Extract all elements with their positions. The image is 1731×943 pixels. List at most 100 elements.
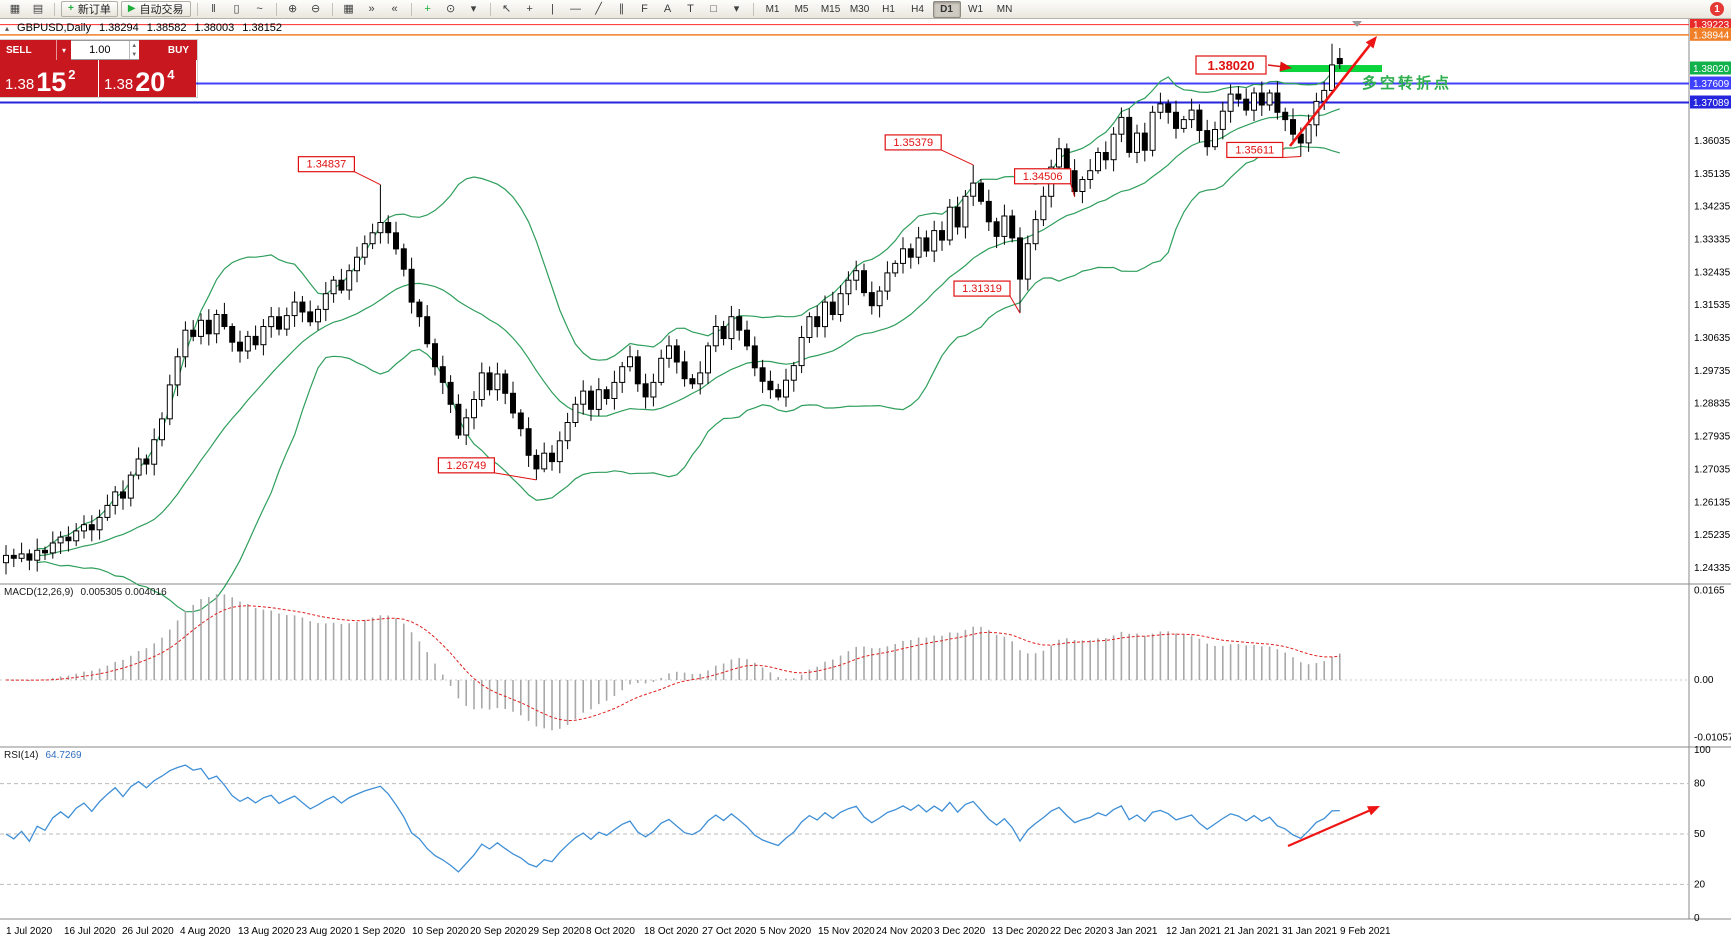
shapes-icon[interactable]: □ xyxy=(710,2,717,15)
toolbar-separator xyxy=(410,2,412,16)
symbol-name: GBPUSD,Daily xyxy=(17,22,91,34)
ohlc-open: 1.38294 xyxy=(98,22,139,34)
volume-up-icon[interactable]: ▲ xyxy=(131,42,138,49)
toolbar-separator xyxy=(752,2,754,16)
new-chart-icon[interactable]: ▦ xyxy=(9,2,21,15)
turning-point-note[interactable]: 多空转折点 xyxy=(1362,75,1453,92)
order-type-dropdown-icon[interactable]: ▾ xyxy=(56,40,71,60)
periods-icon[interactable]: ⊙ xyxy=(445,2,456,15)
price-annotation[interactable]: 1.35611 xyxy=(1226,141,1301,159)
arrows-dropdown-icon[interactable]: ▾ xyxy=(733,2,740,15)
zoom-in-icon[interactable]: ⊕ xyxy=(287,2,298,15)
svg-text:23 Aug 2020: 23 Aug 2020 xyxy=(296,926,353,937)
price-annotation[interactable]: 1.35379 xyxy=(884,134,974,166)
chart-profiles-icon[interactable]: ▤ xyxy=(32,2,44,15)
timeframe-h1[interactable]: H1 xyxy=(882,3,895,15)
crosshair-icon[interactable]: + xyxy=(526,2,533,15)
price-axis: 1.36035 1.35135 1.34235 1.33335 1.32435 1.315… xyxy=(1690,17,1731,574)
chart-shift-icon[interactable]: « xyxy=(391,2,398,15)
toolbar-separator xyxy=(331,2,333,16)
svg-text:1.25235: 1.25235 xyxy=(1694,530,1731,541)
ohlc-low: 1.38003 xyxy=(194,22,235,34)
tile-windows-icon[interactable]: ▦ xyxy=(343,2,354,15)
sell-button[interactable]: SELL xyxy=(0,40,56,60)
new-order-label: 新订单 xyxy=(77,4,111,16)
price-annotation[interactable]: 1.38020 xyxy=(1195,55,1292,75)
trend-arrow[interactable] xyxy=(1288,36,1377,147)
svg-text:1.37089: 1.37089 xyxy=(1693,98,1730,109)
timeframe-m15[interactable]: M15 xyxy=(820,3,841,15)
trendline-icon[interactable]: ╱ xyxy=(595,2,602,15)
price-annotation[interactable]: 1.34506 xyxy=(1013,168,1076,197)
svg-text:13 Dec 2020: 13 Dec 2020 xyxy=(992,926,1049,937)
svg-text:1.31535: 1.31535 xyxy=(1694,300,1731,311)
price-annotation[interactable]: 1.31319 xyxy=(953,280,1021,314)
sell-price-base: 1.38 xyxy=(5,76,35,93)
sell-price-point: 2 xyxy=(68,67,76,82)
text-icon[interactable]: A xyxy=(663,2,672,15)
line-chart-icon[interactable]: ~ xyxy=(256,2,263,15)
timeframe-h4[interactable]: H4 xyxy=(911,3,924,15)
volume-input[interactable] xyxy=(71,41,129,59)
price-annotation[interactable]: 1.34837 xyxy=(297,156,381,186)
svg-text:50: 50 xyxy=(1694,829,1706,840)
svg-text:1.27035: 1.27035 xyxy=(1694,464,1731,475)
buy-price-point: 4 xyxy=(167,67,175,82)
svg-text:1.34235: 1.34235 xyxy=(1694,202,1731,213)
svg-text:1.31319: 1.31319 xyxy=(962,283,1002,295)
new-order-button[interactable]: + 新订单 xyxy=(61,1,118,17)
buy-price-button[interactable]: 1.38 20 4 xyxy=(98,60,196,97)
svg-text:18 Oct 2020: 18 Oct 2020 xyxy=(644,926,699,937)
timeframe-m30[interactable]: M30 xyxy=(849,3,870,15)
horizontal-price-lines[interactable] xyxy=(0,24,1689,104)
svg-text:1.33335: 1.33335 xyxy=(1694,235,1731,246)
svg-text:24 Nov 2020: 24 Nov 2020 xyxy=(876,926,933,937)
timeframe-w1[interactable]: W1 xyxy=(968,3,984,15)
indicators-icon[interactable]: + xyxy=(424,2,431,15)
macd-name: MACD(12,26,9) xyxy=(4,587,74,598)
svg-text:27 Oct 2020: 27 Oct 2020 xyxy=(702,926,757,937)
horizontal-line-icon[interactable]: — xyxy=(570,2,582,15)
collapse-panel-icon[interactable]: ▴ xyxy=(5,23,10,33)
candlestick-chart-icon[interactable]: ▯ xyxy=(233,2,240,15)
sell-price-button[interactable]: 1.38 15 2 xyxy=(0,60,98,97)
svg-text:5 Nov 2020: 5 Nov 2020 xyxy=(760,926,812,937)
sell-price-pips: 15 xyxy=(36,67,67,98)
toolbar-separator xyxy=(275,2,277,16)
notification-badge[interactable]: 1 xyxy=(1710,2,1724,16)
svg-text:9 Feb 2021: 9 Feb 2021 xyxy=(1340,926,1391,937)
svg-text:0: 0 xyxy=(1694,913,1700,924)
svg-text:13 Aug 2020: 13 Aug 2020 xyxy=(238,926,295,937)
price-annotation[interactable]: 1.26749 xyxy=(437,457,537,481)
rsi-trend-arrow[interactable] xyxy=(1287,806,1380,848)
chart-shift-marker-icon[interactable] xyxy=(1352,21,1362,27)
fibonacci-icon[interactable]: F xyxy=(641,2,648,15)
label-icon[interactable]: T xyxy=(687,2,694,15)
svg-text:1.29735: 1.29735 xyxy=(1694,366,1731,377)
volume-down-icon[interactable]: ▼ xyxy=(131,51,138,58)
svg-text:16 Jul 2020: 16 Jul 2020 xyxy=(64,926,116,937)
ohlc-close: 1.38152 xyxy=(242,22,283,34)
vertical-line-icon[interactable]: | xyxy=(551,2,554,15)
cursor-icon[interactable]: ↖ xyxy=(501,2,512,15)
channel-icon[interactable]: ∥ xyxy=(618,2,625,15)
auto-scroll-icon[interactable]: » xyxy=(368,2,375,15)
svg-text:31 Jan 2021: 31 Jan 2021 xyxy=(1282,926,1337,937)
toolbar-separator xyxy=(54,2,55,16)
autotrading-button[interactable]: ▶ 自动交易 xyxy=(120,1,191,17)
candlestick-series xyxy=(3,43,1343,575)
svg-text:0.00: 0.00 xyxy=(1694,675,1714,686)
autotrading-label: 自动交易 xyxy=(139,4,184,16)
buy-button[interactable]: BUY xyxy=(139,40,197,60)
timeframe-m1[interactable]: M1 xyxy=(765,3,780,15)
templates-icon[interactable]: ▾ xyxy=(470,2,477,15)
bar-chart-icon[interactable]: ‖ xyxy=(211,2,216,15)
timeframe-mn[interactable]: MN xyxy=(996,3,1013,15)
timeframe-d1[interactable]: D1 xyxy=(932,0,961,18)
timeframe-m5[interactable]: M5 xyxy=(794,3,809,15)
zoom-out-icon[interactable]: ⊖ xyxy=(310,2,321,15)
